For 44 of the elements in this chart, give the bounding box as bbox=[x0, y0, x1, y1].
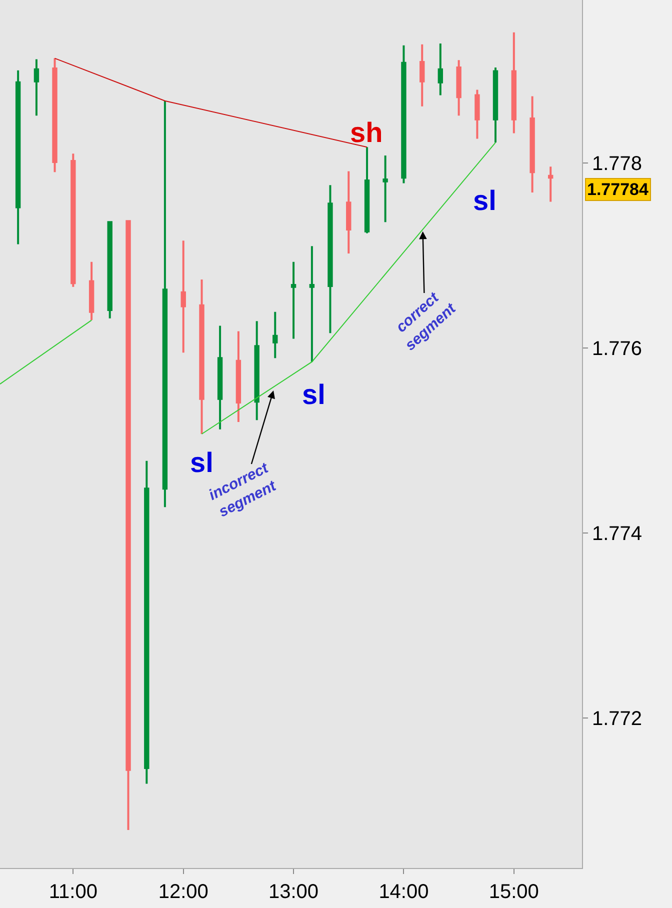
x-tick-label: 11:00 bbox=[48, 881, 98, 903]
candlestick bbox=[254, 320, 260, 422]
annotation: sl bbox=[302, 379, 326, 410]
candlestick bbox=[290, 260, 296, 340]
candlestick bbox=[364, 146, 370, 234]
candlestick bbox=[144, 460, 150, 785]
candlestick bbox=[401, 44, 406, 184]
y-tick-label: 1.774 bbox=[592, 523, 642, 546]
y-tick-label: 1.772 bbox=[592, 708, 642, 730]
candlestick bbox=[511, 31, 517, 134]
y-tick-label: 1.776 bbox=[592, 338, 642, 360]
x-tick-label: 15:00 bbox=[488, 881, 539, 903]
candlestick bbox=[492, 66, 498, 144]
candlestick bbox=[382, 154, 388, 224]
x-tick-label: 12:00 bbox=[158, 881, 208, 903]
annotation: sl bbox=[190, 447, 214, 478]
candlestick bbox=[474, 88, 480, 140]
candlestick bbox=[548, 166, 554, 203]
text: 1.77784 bbox=[587, 180, 649, 199]
candlestick bbox=[180, 240, 186, 354]
candlestick bbox=[126, 220, 131, 832]
candlestick bbox=[34, 58, 40, 117]
candlestick bbox=[309, 245, 315, 363]
candlestick bbox=[272, 310, 278, 360]
x-tick-label: 13:00 bbox=[268, 881, 319, 903]
candlestick bbox=[199, 278, 204, 435]
candlestick bbox=[530, 95, 535, 194]
candlestick bbox=[456, 59, 462, 117]
y-tick-label: 1.778 bbox=[592, 152, 642, 175]
candlestick bbox=[88, 260, 94, 322]
candlestick bbox=[438, 42, 444, 96]
candlestick bbox=[52, 57, 58, 174]
candlestick bbox=[236, 330, 242, 423]
x-tick-label: 14:00 bbox=[378, 881, 429, 903]
candlestick bbox=[217, 324, 223, 430]
candlestick bbox=[162, 100, 168, 508]
candlestick bbox=[328, 184, 333, 334]
candlestick bbox=[420, 43, 425, 108]
candlestick bbox=[346, 170, 352, 255]
candlestick bbox=[70, 152, 76, 288]
candlestick bbox=[107, 220, 112, 320]
annotation: sh bbox=[350, 117, 383, 148]
candlestick bbox=[15, 69, 21, 246]
annotation: sl bbox=[473, 185, 496, 216]
